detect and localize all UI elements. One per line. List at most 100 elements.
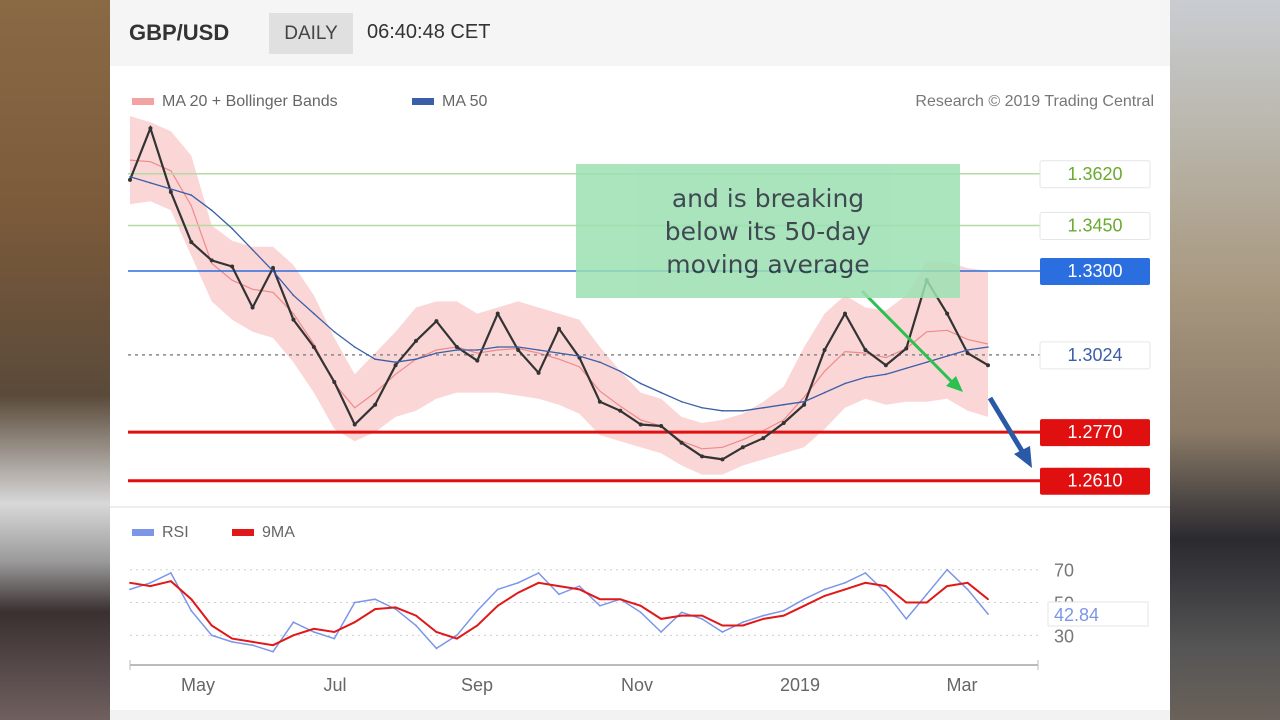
level-label-2: 1.3300 [1040, 258, 1150, 286]
ma50-point-28 [701, 406, 703, 409]
ma50-point-19 [517, 346, 519, 348]
rsi-9ma-point-18 [496, 604, 499, 607]
rsi-point-33 [803, 598, 806, 601]
ma50-point-33 [803, 400, 805, 403]
legend-9ma: 9MA [232, 524, 295, 542]
rsi-point-16 [455, 634, 458, 637]
rsi-9ma-point-28 [701, 614, 703, 617]
price-point-38 [904, 346, 909, 351]
ma50-point-4 [210, 209, 213, 212]
price-point-33 [802, 402, 807, 407]
ma50-point-2 [170, 188, 172, 190]
rsi-9ma-point-41 [966, 581, 969, 584]
ma50-point-14 [415, 358, 417, 360]
level-label-text-5: 1.2610 [1067, 471, 1122, 491]
background-photo-left [0, 0, 110, 720]
annotation-text: and is breaking below its 50-day moving … [664, 183, 872, 279]
rsi-point-39 [925, 593, 928, 596]
rsi-point-2 [169, 572, 172, 574]
ma50-point-34 [823, 391, 826, 394]
price-point-40 [945, 311, 950, 316]
rsi-9ma-point-32 [782, 614, 785, 617]
rsi-point-28 [701, 618, 703, 620]
rsi-9ma-point-6 [251, 640, 254, 643]
rsi-point-0 [129, 588, 131, 591]
ma50-point-42 [987, 346, 989, 348]
ma50-point-13 [394, 361, 397, 363]
rsi-9ma-point-23 [598, 598, 601, 601]
background-photo-right [1170, 0, 1280, 720]
rsi-point-9 [312, 631, 315, 633]
rsi-9ma-point-16 [455, 637, 458, 640]
level-label-3: 1.3024 [1039, 341, 1151, 370]
rsi-point-42 [987, 613, 989, 615]
legend-9ma-label: 9MA [262, 524, 295, 541]
price-point-3 [189, 240, 194, 245]
price-point-0 [128, 177, 132, 182]
price-point-14 [414, 338, 418, 343]
price-point-30 [740, 445, 745, 450]
rsi-9ma-point-42 [987, 598, 989, 601]
ma50-point-15 [435, 352, 438, 354]
rsi-9ma-point-11 [353, 621, 356, 624]
bollinger-band-area [130, 116, 988, 475]
price-point-11 [352, 422, 357, 427]
price-point-36 [863, 348, 868, 353]
ma50-point-38 [905, 367, 908, 370]
price-point-29 [720, 457, 725, 462]
price-point-4 [209, 258, 214, 263]
price-point-9 [311, 345, 316, 349]
level-label-4: 1.2770 [1040, 419, 1150, 447]
chart-header: GBP/USD DAILY 06:40:48 CET [110, 0, 1170, 66]
legend-rsi: RSI [132, 524, 189, 542]
green-arrow-shaft [860, 289, 955, 385]
price-point-15 [434, 319, 439, 324]
rsi-point-17 [476, 609, 479, 612]
rsi-point-27 [680, 611, 683, 614]
rsi-9ma-point-10 [333, 631, 336, 633]
rsi-9ma-point-37 [884, 585, 887, 587]
level-label-box-3 [1039, 341, 1151, 370]
rsi-point-4 [210, 634, 213, 637]
ma20-line [129, 159, 989, 450]
ma50-point-23 [599, 361, 601, 363]
period-button[interactable]: DAILY [269, 13, 353, 54]
ma50-point-39 [925, 361, 928, 363]
price-point-8 [291, 317, 296, 322]
rsi-point-22 [578, 585, 581, 587]
rsi-point-21 [558, 593, 560, 596]
rsi-point-40 [946, 568, 949, 571]
rsi-9ma-point-12 [374, 608, 377, 610]
level-label-box-2 [1040, 258, 1150, 286]
x-tick-label-2: Sep [461, 675, 493, 695]
rsi-point-7 [272, 650, 274, 653]
price-point-24 [618, 408, 623, 413]
rsi-point-3 [190, 609, 193, 612]
level-label-box-0 [1039, 160, 1151, 189]
rsi-point-38 [905, 618, 908, 620]
rsi-swatch-icon [132, 529, 154, 537]
price-point-10 [332, 379, 337, 384]
rsi-point-29 [721, 631, 724, 633]
rsi-point-41 [966, 588, 969, 591]
rsi-value-text: 42.84 [1054, 605, 1099, 625]
rsi-point-20 [537, 572, 540, 574]
level-label-box-5 [1040, 467, 1150, 495]
rsi-9ma-point-31 [762, 618, 765, 620]
ma50-point-17 [476, 349, 479, 351]
blue-arrow-icon [987, 396, 1032, 468]
rsi-value-label: 42.84 [1047, 601, 1149, 627]
rsi-line [129, 568, 989, 653]
rsi-point-19 [517, 581, 520, 584]
price-point-31 [761, 436, 766, 441]
rsi-9ma-point-0 [129, 581, 131, 584]
ma50-point-41 [966, 349, 969, 351]
ma50-point-30 [742, 410, 744, 412]
rsi-tick-0: 70 [1054, 561, 1074, 581]
rsi-9ma-point-20 [537, 581, 540, 584]
rsi-9ma-point-38 [905, 601, 908, 604]
rsi-point-12 [374, 598, 377, 601]
price-point-41 [965, 351, 970, 356]
rsi-9ma-point-33 [803, 604, 806, 607]
